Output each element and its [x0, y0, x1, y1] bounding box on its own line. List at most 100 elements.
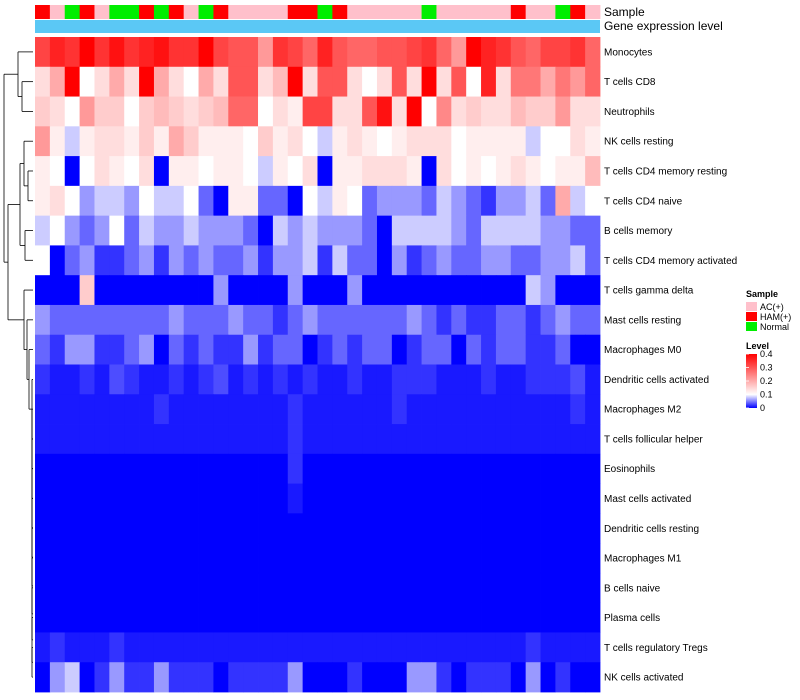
heatmap-cell — [168, 37, 185, 68]
heatmap-cell — [302, 185, 318, 217]
heatmap-cell — [258, 304, 274, 336]
heatmap-cell — [302, 364, 318, 395]
heatmap-cell — [347, 513, 363, 544]
heatmap-cell — [49, 245, 66, 276]
heatmap-cell — [421, 424, 437, 455]
heatmap-cell — [436, 543, 452, 574]
heatmap-cell — [317, 364, 333, 395]
heatmap-cell — [153, 215, 170, 246]
legend-swatch — [746, 312, 757, 321]
heatmap-cell — [287, 513, 304, 544]
heatmap-cell — [436, 662, 452, 693]
row-label: T cells regulatory Tregs — [604, 643, 708, 654]
row-label: Monocytes — [604, 47, 652, 58]
heatmap-cell — [451, 304, 467, 336]
heatmap-cell — [555, 126, 571, 157]
heatmap-cell — [466, 96, 482, 127]
heatmap-cell — [332, 632, 348, 663]
heatmap-cell — [243, 483, 259, 514]
heatmap-cell — [436, 126, 452, 157]
heatmap-cell — [198, 304, 214, 336]
heatmap-cell — [406, 156, 422, 187]
heatmap-cell — [391, 513, 408, 544]
heatmap-cell — [153, 662, 170, 693]
heatmap-cell — [421, 572, 437, 604]
row-label: Dendritic cells activated — [604, 375, 709, 386]
heatmap-cell — [436, 602, 452, 633]
heatmap-cell — [391, 185, 408, 217]
heatmap-cell — [495, 364, 512, 395]
heatmap-cell — [332, 156, 348, 187]
heatmap-cell — [436, 364, 452, 395]
heatmap-cell — [406, 394, 422, 425]
heatmap-cell — [555, 96, 571, 127]
heatmap-cell — [272, 185, 289, 217]
heatmap-cell — [124, 126, 140, 157]
heatmap-cell — [451, 364, 467, 395]
heatmap-cell — [124, 37, 140, 68]
heatmap-cell — [79, 275, 95, 306]
heatmap-cell — [347, 453, 363, 484]
heatmap-cell — [540, 185, 556, 217]
heatmap-cell — [183, 275, 199, 306]
heatmap-cell — [495, 543, 512, 574]
heatmap-cell — [109, 662, 125, 693]
heatmap-cell — [243, 543, 259, 574]
heatmap-cell — [391, 334, 408, 365]
heatmap-cell — [481, 424, 497, 455]
heatmap-cell — [243, 245, 259, 276]
heatmap-cell — [94, 483, 110, 514]
heatmap-cell — [168, 513, 185, 544]
heatmap-cell — [391, 394, 408, 425]
heatmap-cell — [94, 364, 110, 395]
heatmap-cell — [35, 37, 51, 68]
heatmap-cell — [495, 662, 512, 693]
heatmap-cell — [183, 662, 199, 693]
heatmap-cell — [585, 543, 601, 574]
heatmap-cell — [466, 185, 482, 217]
heatmap-cell — [406, 275, 422, 306]
heatmap-cell — [272, 334, 289, 365]
heatmap-cell — [302, 96, 318, 127]
heatmap-cell — [317, 602, 333, 633]
heatmap-cell — [451, 185, 467, 217]
heatmap-cell — [213, 483, 229, 514]
heatmap-cell — [421, 66, 437, 97]
heatmap-cell — [406, 245, 422, 276]
heatmap-cell — [317, 543, 333, 574]
heatmap-cell — [139, 215, 155, 246]
heatmap-cell — [540, 37, 556, 68]
heatmap-cell — [49, 275, 66, 306]
heatmap-cell — [49, 364, 66, 395]
heatmap-cell — [109, 66, 125, 97]
heatmap-cell — [198, 126, 214, 157]
heatmap-cell — [585, 483, 601, 514]
heatmap-cell — [109, 304, 125, 336]
heatmap-cell — [481, 543, 497, 574]
heatmap-cell — [272, 394, 289, 425]
heatmap-cell — [555, 156, 571, 187]
heatmap-cell — [287, 66, 304, 97]
heatmap-cell — [243, 126, 259, 157]
heatmap-cell — [258, 662, 274, 693]
heatmap-cell — [347, 66, 363, 97]
heatmap-cell — [436, 215, 452, 246]
heatmap-cell — [466, 394, 482, 425]
heatmap-cell — [35, 453, 51, 484]
heatmap-cell — [49, 304, 66, 336]
sample-annotation-cell — [243, 5, 259, 19]
heatmap-cell — [258, 37, 274, 68]
row-label: Neutrophils — [604, 107, 655, 118]
heatmap-cell — [332, 304, 348, 336]
heatmap-cell — [540, 394, 556, 425]
heatmap-cell — [451, 632, 467, 663]
heatmap-cell — [79, 185, 95, 217]
heatmap-cell — [109, 215, 125, 246]
heatmap-cell — [35, 632, 51, 663]
heatmap-cell — [258, 156, 274, 187]
heatmap-cell — [139, 543, 155, 574]
heatmap-cell — [481, 364, 497, 395]
heatmap-cell — [139, 126, 155, 157]
heatmap-cell — [64, 245, 81, 276]
heatmap-cell — [153, 602, 170, 633]
